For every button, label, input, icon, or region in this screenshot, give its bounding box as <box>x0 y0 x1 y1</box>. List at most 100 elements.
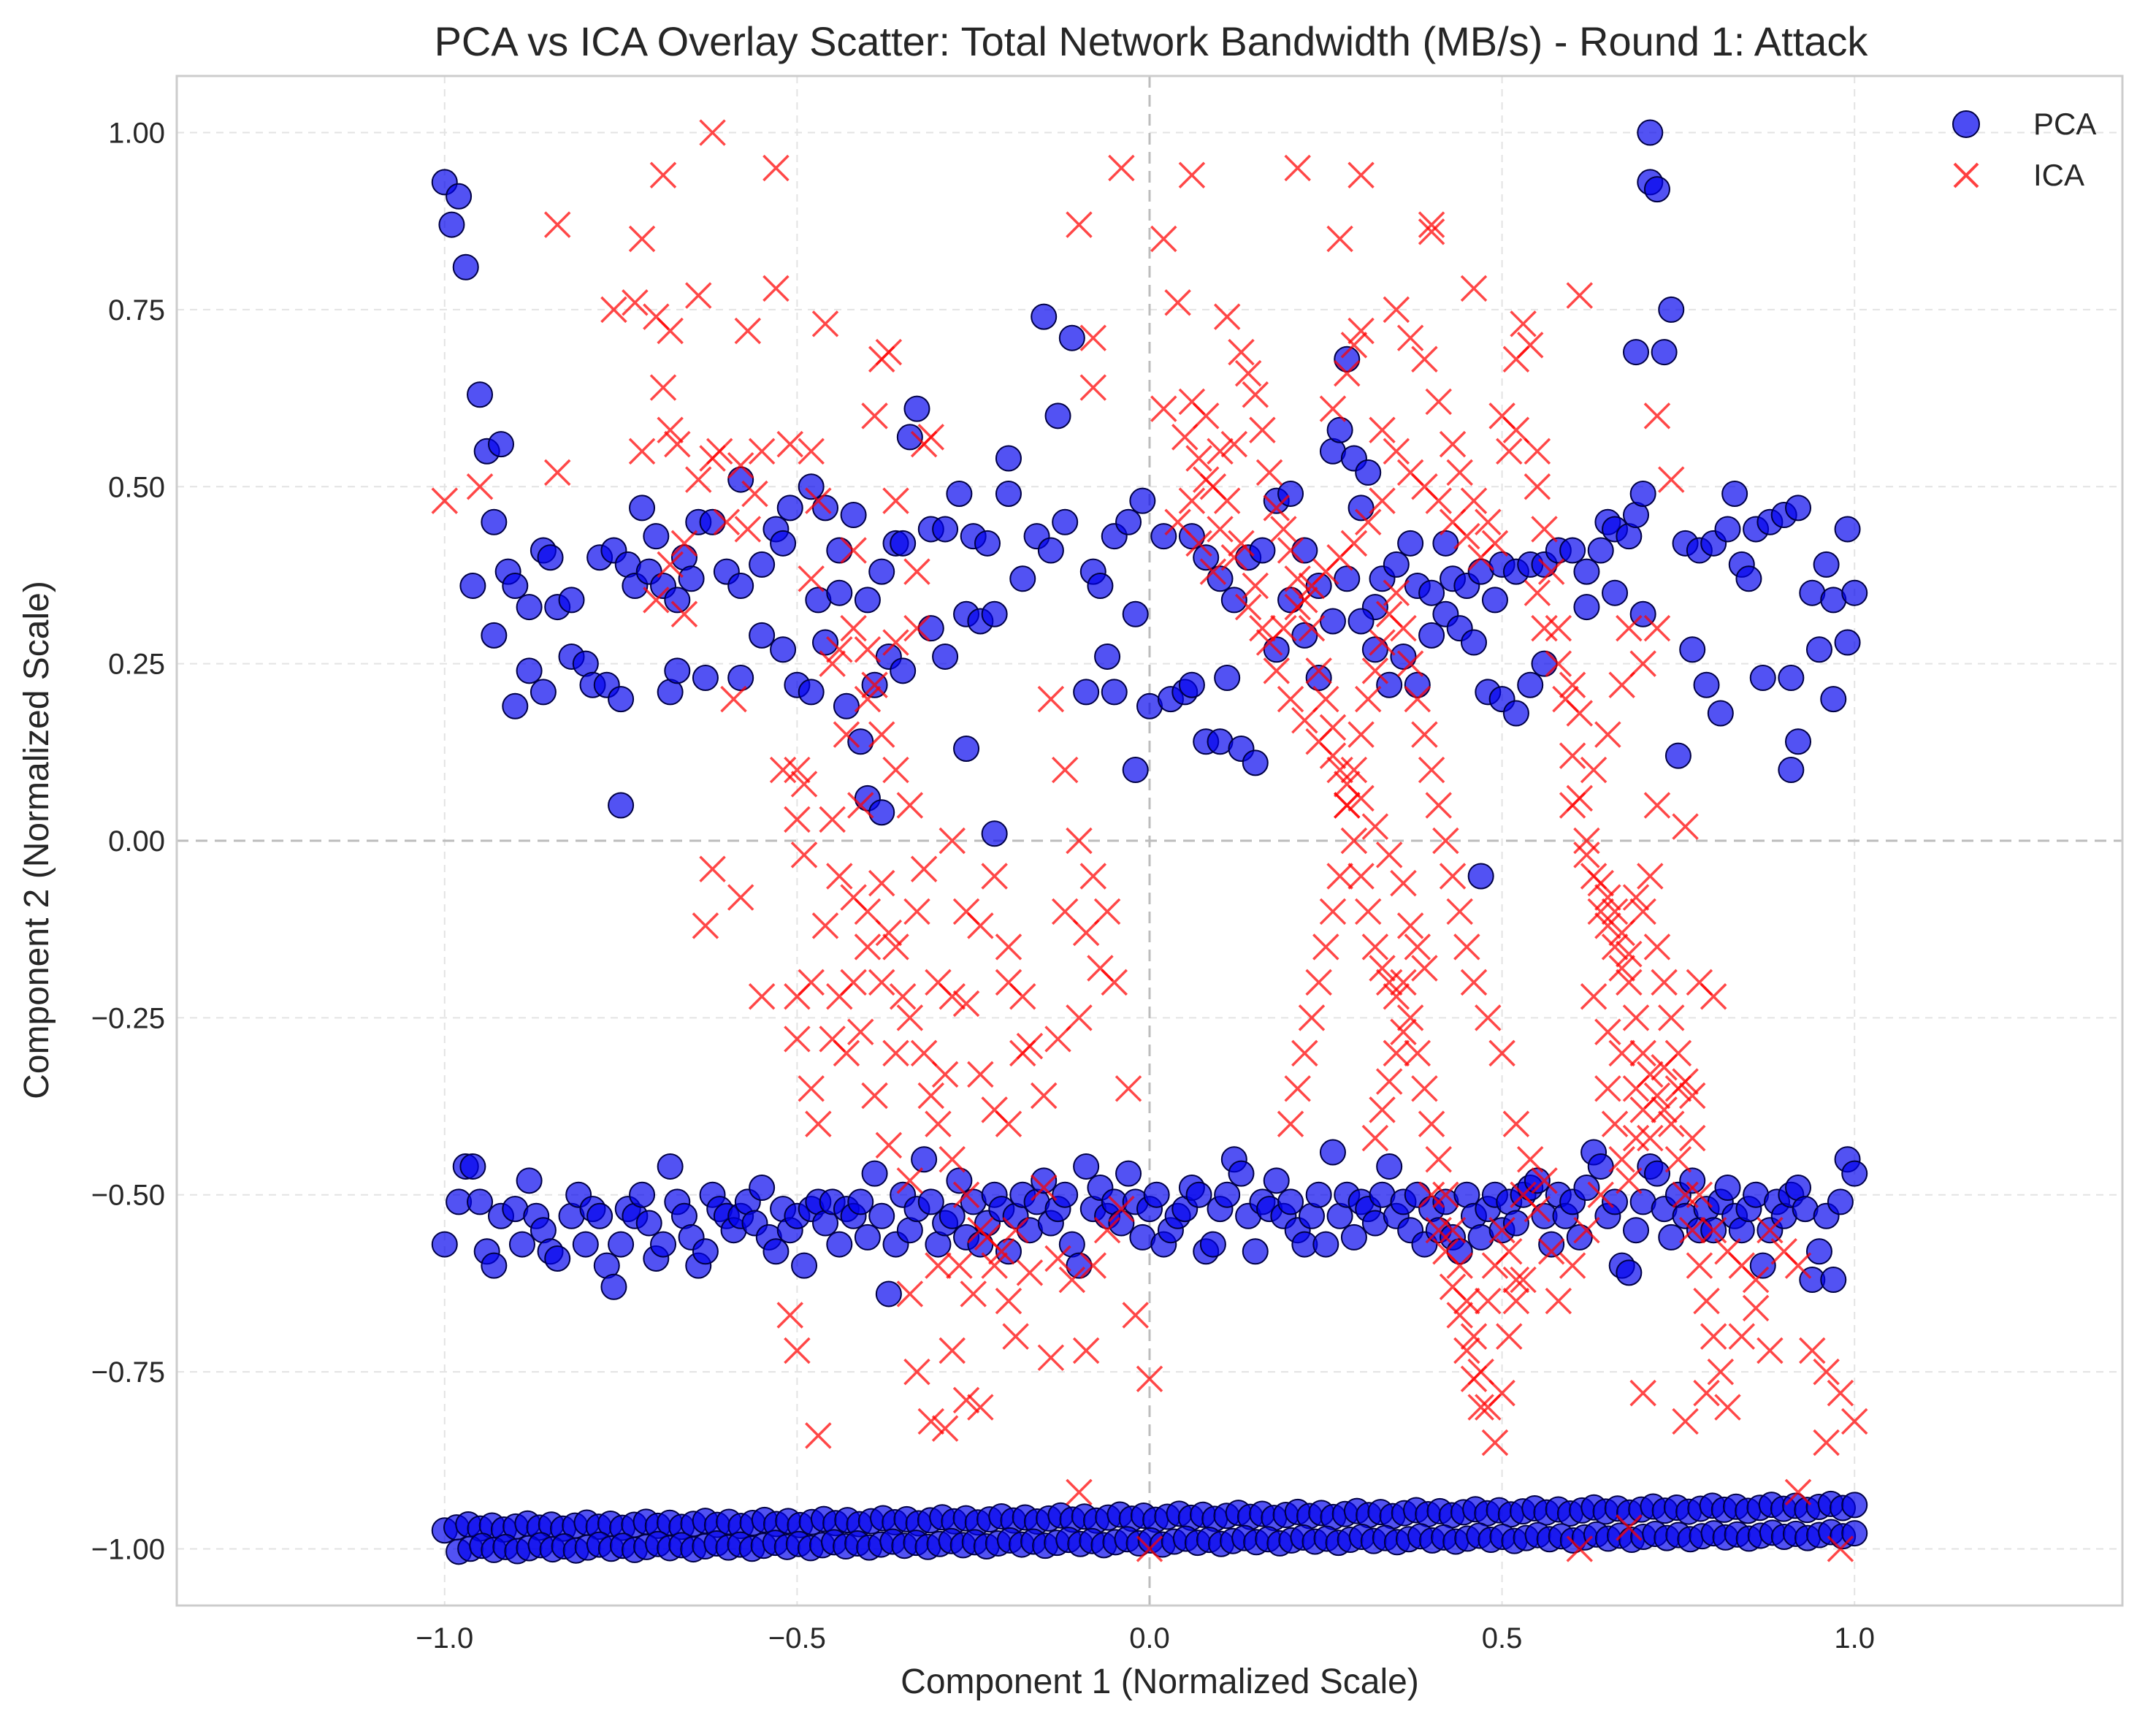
pca-point <box>896 424 923 451</box>
ica-point <box>600 296 627 324</box>
ica-point <box>1390 969 1417 996</box>
ica-point <box>1629 1039 1656 1067</box>
ica-point <box>1228 338 1255 366</box>
pca-point <box>1115 508 1142 535</box>
pca-point <box>608 686 635 713</box>
y-tick-label: 0.25 <box>108 649 165 681</box>
ica-point <box>1164 508 1191 535</box>
ica-point <box>1369 1096 1396 1123</box>
ica-point <box>1475 508 1502 535</box>
ica-point <box>1284 565 1311 592</box>
pca-point <box>650 1231 676 1258</box>
ica-point <box>1559 742 1586 769</box>
ica-point <box>1629 1379 1656 1407</box>
ica-point <box>1502 345 1530 373</box>
ica-point <box>790 841 818 868</box>
pca-point <box>854 587 881 614</box>
ica-point <box>1502 1110 1530 1138</box>
x-tick-label: −1.0 <box>416 1622 473 1654</box>
ica-point <box>910 1039 938 1067</box>
ica-point <box>670 530 698 557</box>
ica-point <box>1678 1216 1706 1244</box>
pca-point <box>1679 636 1706 663</box>
ica-point <box>896 1167 924 1194</box>
ica-point <box>1475 1287 1502 1315</box>
pca-point <box>530 679 557 706</box>
ica-point <box>1079 1252 1107 1279</box>
pca-point <box>798 679 825 706</box>
ica-point <box>1213 303 1241 330</box>
pca-point <box>847 1188 874 1215</box>
pca-point <box>974 530 1001 557</box>
pca-point <box>431 1231 458 1258</box>
ica-point <box>1524 579 1551 606</box>
ica-point <box>1270 516 1297 543</box>
pca-point <box>481 508 508 535</box>
pca-point <box>1214 665 1241 692</box>
ica-point <box>847 792 874 819</box>
plot-frame <box>175 75 2124 1607</box>
ica-point <box>1651 969 1678 996</box>
pca-point <box>1827 1188 1854 1215</box>
ica-point <box>1369 487 1396 514</box>
ica-point <box>1185 445 1212 472</box>
ica-point <box>1439 1216 1467 1244</box>
ica-point <box>1432 827 1459 855</box>
ica-point <box>882 487 909 514</box>
pca-point <box>1735 565 1762 592</box>
ica-point <box>1396 459 1424 486</box>
ica-point <box>903 614 930 642</box>
pca-point <box>1277 1188 1304 1215</box>
ica-point <box>1263 495 1290 522</box>
ica-point <box>1383 579 1410 606</box>
pca-point <box>762 1238 790 1265</box>
ica-point <box>543 459 571 486</box>
pca-point <box>452 253 479 280</box>
pca-point <box>890 657 917 684</box>
ica-point <box>995 934 1022 961</box>
ica-point <box>1340 332 1368 359</box>
pca-point <box>727 665 754 692</box>
ica-point <box>1334 359 1361 387</box>
pca-point <box>911 1146 938 1173</box>
ica-point <box>1840 1408 1868 1435</box>
pca-point <box>1467 863 1494 890</box>
ica-point <box>939 1337 966 1364</box>
pca-point <box>1305 1181 1332 1208</box>
ica-point <box>889 983 917 1010</box>
ica-point <box>805 1422 832 1449</box>
ica-point <box>748 438 776 465</box>
ica-point <box>875 919 903 947</box>
pca-point <box>1340 1223 1367 1251</box>
pca-point <box>791 1252 818 1279</box>
pca-point <box>749 1175 776 1202</box>
ica-point <box>1616 969 1643 996</box>
ica-point <box>1348 317 1375 345</box>
pca-point <box>1602 1188 1629 1215</box>
ica-point <box>1545 614 1572 642</box>
pca-point <box>1291 537 1318 564</box>
ica-point <box>981 1252 1008 1279</box>
pca-point <box>467 381 494 408</box>
pca-point <box>1101 679 1128 706</box>
pca-point <box>1404 671 1431 698</box>
pca-point <box>932 643 959 670</box>
pca-point <box>1778 757 1805 784</box>
ica-point <box>1093 898 1121 925</box>
ica-point <box>1460 969 1488 996</box>
ica-point <box>713 508 741 535</box>
ica-point <box>1396 650 1424 677</box>
ica-point <box>1340 827 1368 855</box>
pca-point <box>1813 551 1840 578</box>
pca-point <box>1319 608 1346 635</box>
ica-point <box>1051 898 1079 925</box>
ica-point <box>1616 940 1643 968</box>
ica-point <box>1390 1018 1417 1045</box>
ica-point <box>1629 650 1656 677</box>
ica-point <box>1658 1004 1685 1031</box>
ica-point <box>952 1386 980 1414</box>
pca-point <box>1785 728 1811 755</box>
ica-point <box>1354 508 1382 535</box>
ica-point <box>1601 898 1629 925</box>
